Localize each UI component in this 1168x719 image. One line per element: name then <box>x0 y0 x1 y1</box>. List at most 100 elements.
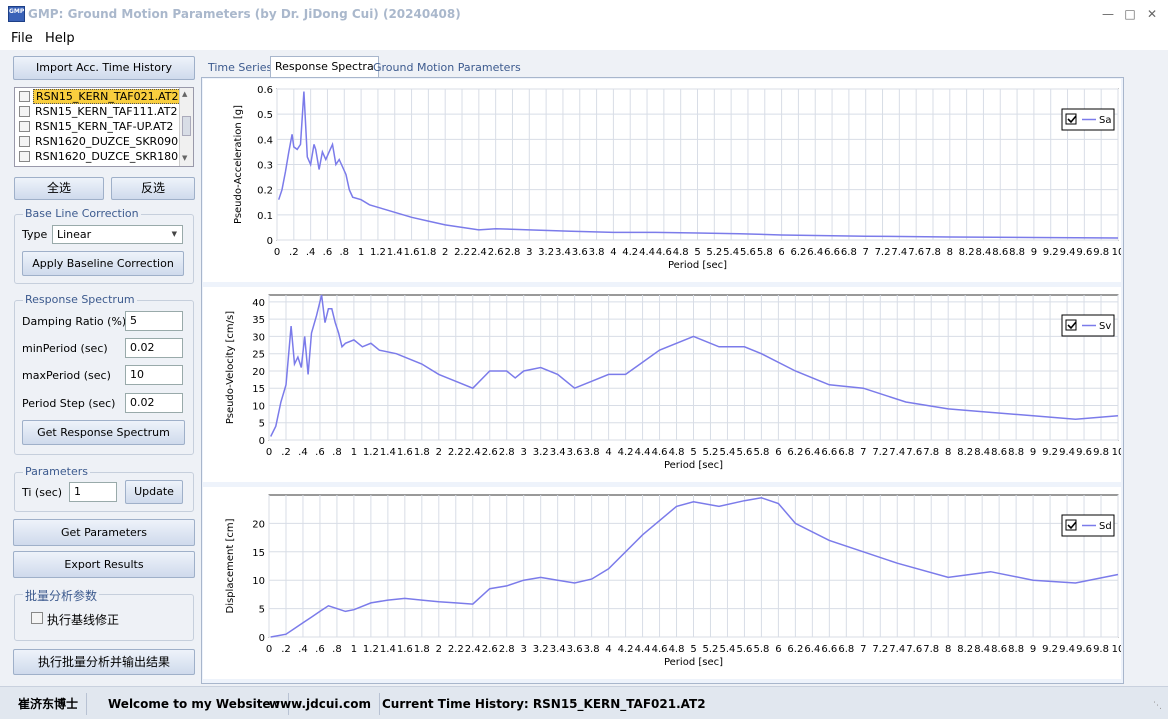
checkbox[interactable] <box>19 151 30 162</box>
checkbox[interactable] <box>19 91 30 102</box>
update-button[interactable]: Update <box>125 480 183 504</box>
x-tick-label: 2.2 <box>448 447 464 458</box>
maximize-icon[interactable]: □ <box>1124 7 1136 21</box>
close-icon[interactable]: ✕ <box>1146 7 1158 21</box>
x-tick-label: 10 <box>1112 644 1121 655</box>
parameters-title: Parameters <box>23 465 90 478</box>
x-tick-label: 6 <box>775 447 781 458</box>
x-tick-label: 5.2 <box>703 447 719 458</box>
x-tick-label: 9.4 <box>1060 247 1076 258</box>
legend-checkbox[interactable] <box>1065 519 1077 531</box>
checkbox[interactable] <box>19 121 30 132</box>
x-tick-label: 7.4 <box>889 644 905 655</box>
x-tick-label: 0 <box>274 247 280 258</box>
x-tick-label: 1.8 <box>420 247 436 258</box>
x-tick-label: 5.2 <box>706 247 722 258</box>
tab-ground-motion-parameters[interactable]: Ground Motion Parameters <box>373 61 521 74</box>
chevron-down-icon[interactable]: ▼ <box>171 230 177 238</box>
x-tick-label: 10 <box>1112 247 1121 258</box>
ti-input[interactable]: 1 <box>69 482 117 502</box>
legend-checkbox[interactable] <box>1065 113 1077 125</box>
y-tick-label: 0 <box>267 236 273 247</box>
x-tick-label: 5.6 <box>736 644 752 655</box>
x-tick-label: 7.2 <box>872 644 888 655</box>
x-tick-label: 6 <box>775 644 781 655</box>
x-tick-label: 7 <box>863 247 869 258</box>
tab-response-spectra[interactable]: Response Spectra <box>270 56 379 78</box>
minimize-icon[interactable]: — <box>1102 7 1114 21</box>
title-bar: GMP GMP: Ground Motion Parameters (by Dr… <box>0 0 1168 28</box>
x-tick-label: 2 <box>436 447 442 458</box>
damping-input[interactable]: 5 <box>125 311 183 331</box>
x-tick-label: 1.8 <box>414 447 430 458</box>
x-tick-label: 5.6 <box>736 447 752 458</box>
menu-file[interactable]: File <box>11 31 33 46</box>
run-batch-button[interactable]: 执行批量分析并输出结果 <box>13 649 195 675</box>
legend: Sd <box>1061 514 1115 537</box>
x-tick-label: 4.8 <box>673 247 689 258</box>
x-tick-label: 4 <box>605 447 611 458</box>
get-parameters-button[interactable]: Get Parameters <box>13 519 195 546</box>
tab-time-series[interactable]: Time Series <box>208 61 273 74</box>
status-welcome: Welcome to my Website : <box>100 693 289 715</box>
legend-label: Sv <box>1099 321 1111 332</box>
y-tick-label: 10 <box>252 401 265 412</box>
y-tick-label: 20 <box>252 519 265 530</box>
x-tick-label: 1.6 <box>404 247 420 258</box>
period-step-input[interactable]: 0.02 <box>125 393 183 413</box>
x-tick-label: 4.4 <box>635 447 651 458</box>
legend-checkbox[interactable] <box>1065 319 1077 331</box>
chevron-down-icon[interactable]: ▼ <box>182 154 188 162</box>
x-tick-label: 7.2 <box>872 447 888 458</box>
x-tick-label: 7.6 <box>906 447 922 458</box>
list-item[interactable]: RSN15_KERN_TAF111.AT2 <box>17 104 179 119</box>
y-tick-label: 0 <box>259 436 265 447</box>
x-tick-label: 1 <box>358 247 364 258</box>
menu-help[interactable]: Help <box>45 31 75 46</box>
x-tick-label: 8.6 <box>992 247 1008 258</box>
import-button[interactable]: Import Acc. Time History <box>13 56 195 80</box>
export-results-button[interactable]: Export Results <box>13 551 195 578</box>
list-item[interactable]: RSN15_KERN_TAF-UP.AT2 <box>17 119 179 134</box>
x-tick-label: 2.4 <box>471 247 487 258</box>
x-tick-label: 2.4 <box>465 447 481 458</box>
invert-select-button[interactable]: 反选 <box>111 177 195 200</box>
x-tick-label: 5.4 <box>720 447 736 458</box>
baseline-type-select[interactable]: Linear ▼ <box>52 225 183 244</box>
x-tick-label: 8.2 <box>957 447 973 458</box>
apply-baseline-button[interactable]: Apply Baseline Correction <box>22 251 184 276</box>
min-period-input[interactable]: 0.02 <box>125 338 183 358</box>
x-tick-label: 5.4 <box>723 247 739 258</box>
x-tick-label: 9 <box>1031 247 1037 258</box>
list-scrollbar[interactable]: ▲ ▼ <box>179 88 193 166</box>
x-tick-label: 6.2 <box>787 644 803 655</box>
get-response-spectrum-button[interactable]: Get Response Spectrum <box>22 420 185 445</box>
status-website[interactable]: www.jdcui.com <box>261 693 380 715</box>
x-tick-label: 8.4 <box>975 247 991 258</box>
list-item[interactable]: RSN15_KERN_TAF021.AT2 <box>17 89 182 104</box>
x-tick-label: 9 <box>1030 447 1036 458</box>
x-tick-label: 5.6 <box>740 247 756 258</box>
select-all-button[interactable]: 全选 <box>14 177 104 200</box>
scroll-thumb[interactable] <box>182 116 191 136</box>
file-list[interactable]: RSN15_KERN_TAF021.AT2 RSN15_KERN_TAF111.… <box>14 87 194 167</box>
checkbox[interactable] <box>19 106 30 117</box>
chevron-up-icon[interactable]: ▲ <box>182 90 188 98</box>
checkbox[interactable] <box>19 136 30 147</box>
x-tick-label: 8.6 <box>991 447 1007 458</box>
x-tick-label: 9.8 <box>1093 644 1109 655</box>
x-tick-label: 4.8 <box>669 644 685 655</box>
y-tick-label: 35 <box>252 315 265 326</box>
list-item[interactable]: RSN1620_DUZCE_SKR180.AT2 <box>17 149 193 164</box>
resize-grip-icon[interactable]: ⋱ <box>1153 701 1162 711</box>
baseline-checkbox[interactable] <box>31 612 43 624</box>
sd-chart-panel: 0 5 10 15 20 0 .2 .4 .6 .8 1 1.2 1.4 1.6 1.8 2 2.2 2.4 2.6… <box>203 487 1124 679</box>
y-tick-label: 40 <box>252 298 265 309</box>
series-line-sd <box>270 497 1119 638</box>
list-item[interactable]: RSN1620_DUZCE_SKR090.AT2 <box>17 134 193 149</box>
y-axis-label: Displacement [cm] <box>225 518 236 613</box>
batch-title: 批量分析参数 <box>23 587 100 604</box>
max-period-input[interactable]: 10 <box>125 365 183 385</box>
series-line-sa <box>277 91 1119 239</box>
series-line-sv <box>270 294 1119 437</box>
